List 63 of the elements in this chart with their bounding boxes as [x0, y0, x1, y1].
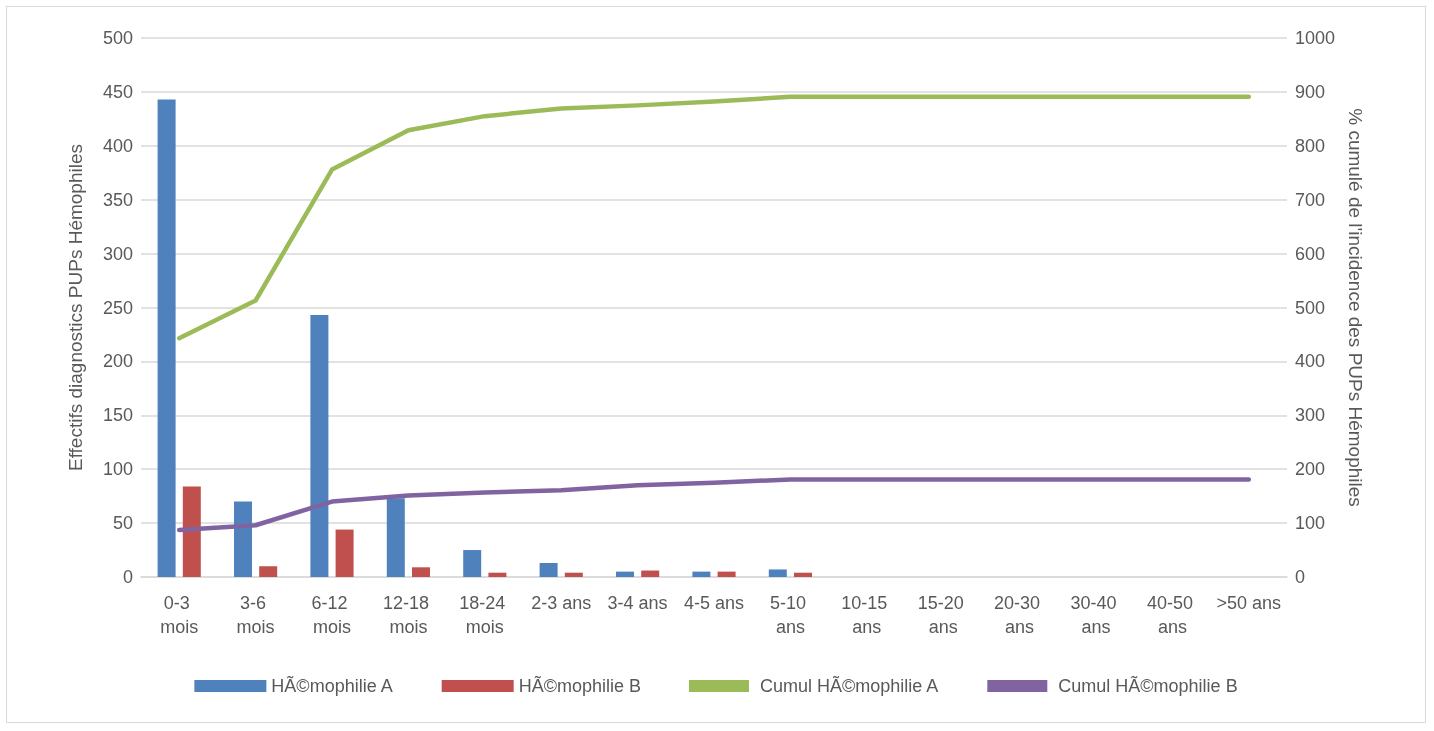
bar: [692, 571, 711, 577]
y2-tick-label: 100: [1295, 513, 1326, 534]
bar: [386, 498, 405, 577]
y2-tick-label: 700: [1295, 189, 1326, 210]
x-tick-label: 4-5 ans: [683, 593, 745, 613]
y2-tick-label: 0: [1295, 567, 1306, 587]
y2-tick-label: 900: [1295, 81, 1326, 102]
y-tick-label: 250: [102, 297, 133, 318]
y-tick-label: 100: [102, 459, 133, 480]
bar: [768, 569, 787, 577]
y2-tick-label: 400: [1295, 351, 1326, 372]
y2-tick-label: 300: [1295, 405, 1326, 426]
line-series: [176, 477, 1252, 533]
y-tick-label: 200: [102, 351, 133, 372]
y-tick-label: 0: [122, 567, 133, 587]
legend-label: Cumul HÃ©mophilie B: [1058, 675, 1238, 696]
y-axis-title: Effectifs diagnostics PUPs Hémophiles: [65, 143, 86, 472]
bar: [539, 562, 558, 577]
bar: [412, 567, 430, 577]
x-tick-label: 30-40 ans: [1070, 593, 1122, 637]
bar: [182, 486, 201, 577]
bar: [234, 501, 252, 577]
y2-tick-label: 1000: [1295, 28, 1336, 48]
x-tick-label: 3-6 mois: [236, 593, 275, 637]
x-tick-label: 2-3 ans: [531, 593, 592, 613]
bar: [794, 572, 812, 577]
bar: [157, 99, 176, 577]
x-tick-label: >50 ans: [1216, 593, 1282, 613]
legend-label: HÃ©mophilie A: [271, 675, 393, 696]
y-tick-label: 50: [112, 513, 133, 534]
x-tick-label: 10-15 ans: [841, 593, 893, 637]
x-tick-label: 6-12 mois: [311, 593, 353, 637]
bar: [310, 315, 329, 577]
y-tick-label: 450: [102, 81, 133, 102]
x-tick-label: 40-50 ans: [1146, 593, 1198, 637]
bar: [488, 572, 507, 577]
bar: [641, 570, 660, 577]
x-tick-label: 15-20 ans: [917, 593, 969, 637]
y-tick-label: 400: [102, 135, 133, 156]
y2-tick-label: 200: [1295, 459, 1326, 480]
x-tick-label: 12-18 mois: [382, 593, 434, 637]
bar: [335, 529, 354, 577]
y-tick-label: 350: [102, 189, 133, 210]
y2-tick-label: 600: [1295, 243, 1326, 264]
legend-label: Cumul HÃ©mophilie A: [759, 675, 939, 696]
y-tick-label: 300: [102, 243, 133, 264]
line-series: [176, 94, 1252, 341]
x-tick-label: 5-10 ans: [769, 593, 811, 637]
x-tick-label: 20-30 ans: [994, 593, 1046, 637]
bar: [463, 550, 482, 577]
x-tick-label: 0-3 mois: [160, 593, 199, 637]
y2-axis-title: % cumulé de l'incidence des PUPs Hémophiles: [1344, 108, 1366, 507]
y2-tick-label: 800: [1295, 135, 1326, 156]
legend-label: HÃ©mophilie B: [518, 675, 641, 696]
bar: [717, 571, 736, 577]
x-tick-label: 3-4 ans: [607, 593, 668, 613]
y-tick-label: 500: [102, 28, 133, 48]
bar: [616, 571, 634, 577]
y-tick-label: 150: [102, 405, 133, 426]
bar: [259, 566, 278, 577]
x-tick-label: 18-24 mois: [459, 593, 511, 637]
bar: [564, 572, 583, 577]
y2-tick-label: 500: [1295, 297, 1326, 318]
